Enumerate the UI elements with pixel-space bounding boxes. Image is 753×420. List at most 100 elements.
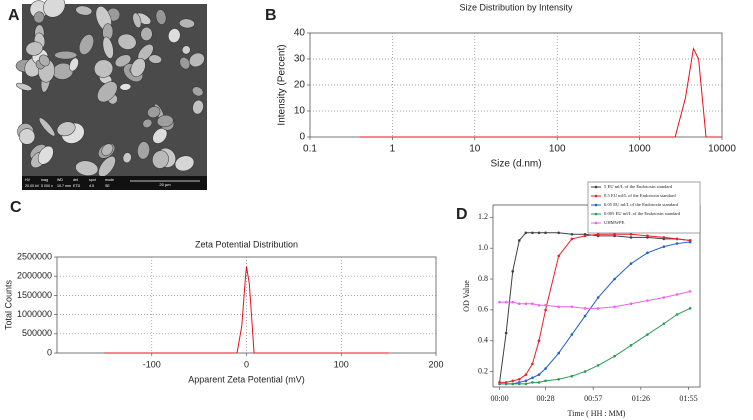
particle — [119, 83, 132, 91]
y-tick-label: 0.4 — [478, 336, 488, 345]
y-tick-label: 1.2 — [478, 212, 488, 221]
data-point — [570, 237, 574, 241]
data-point — [629, 262, 633, 265]
data-line — [499, 307, 691, 385]
y-tick-label: 20 — [294, 80, 306, 91]
data-point — [544, 308, 547, 312]
data-point — [629, 344, 633, 347]
data-point — [517, 239, 521, 242]
data-point — [629, 236, 633, 239]
legend-label: 0.05 EU ml/L of the Endotoxin standard — [604, 202, 679, 207]
x-tick-label: 00:57 — [584, 394, 602, 403]
info-header: mag — [41, 178, 48, 182]
info-value: ETD — [73, 184, 81, 188]
info-header: mode — [105, 178, 114, 182]
y-tick-label: 0 — [47, 347, 52, 357]
legend: 5 EU ml/L of the Endotoxin standard 0.5 E… — [587, 181, 701, 234]
particle — [168, 28, 181, 43]
legend-box — [587, 181, 701, 234]
data-point — [537, 231, 541, 235]
info-bar — [22, 176, 207, 190]
info-value: 10.7 mm — [57, 184, 71, 188]
x-tick-label: 1000 — [628, 144, 651, 155]
x-tick-label: 10 — [469, 144, 481, 155]
y-tick-label: 0.2 — [478, 366, 488, 375]
data-point — [646, 234, 649, 238]
data-point — [504, 331, 508, 335]
particle — [132, 12, 142, 28]
particle — [75, 160, 99, 176]
data-point — [504, 300, 508, 304]
y-tick-label: 0 — [299, 132, 305, 143]
legend-marker — [594, 203, 598, 207]
y-tick-label: 1000000 — [17, 309, 52, 319]
data-point — [511, 382, 515, 386]
x-tick-label: 10000 — [708, 144, 736, 155]
panel-label: A — [8, 7, 20, 24]
particle — [192, 99, 204, 115]
y-tick-label: 2000000 — [17, 271, 52, 281]
particle — [43, 0, 66, 18]
data-point — [517, 382, 521, 386]
data-point — [557, 305, 561, 309]
particle — [69, 57, 79, 72]
info-value: 5 000 x — [41, 184, 53, 188]
y-tick-label: 30 — [294, 54, 306, 65]
x-tick-label: 100 — [549, 144, 566, 155]
y-tick-label: 10 — [294, 106, 306, 117]
data-point — [544, 367, 547, 370]
data-point — [688, 240, 692, 244]
data-point — [675, 242, 679, 245]
x-axis-label: Time ( HH : MM) — [568, 409, 626, 418]
x-tick-label: 01:55 — [679, 394, 697, 403]
data-point — [613, 277, 616, 281]
info-header: HV — [25, 178, 31, 182]
particle — [156, 114, 174, 128]
legend-marker — [594, 185, 598, 189]
data-point — [570, 233, 574, 236]
data-point — [557, 254, 561, 258]
y-tick-label: 500000 — [22, 328, 52, 338]
data-point — [531, 231, 534, 235]
particle — [18, 128, 36, 145]
particle — [155, 9, 167, 25]
data-point — [511, 300, 515, 304]
x-tick-label: 100 — [334, 359, 349, 369]
data-point — [537, 339, 541, 343]
data-point — [557, 351, 561, 355]
data-point — [675, 293, 679, 296]
data-point — [629, 233, 633, 236]
data-line — [359, 46, 722, 138]
data-point — [557, 377, 561, 381]
data-point — [524, 302, 528, 306]
data-point — [498, 382, 501, 386]
y-axis-label: Intensity (Percent) — [277, 44, 288, 125]
scale-bar: 20 µm — [159, 182, 171, 187]
panel: B Size Distribution by Intensity 0 10 20 30 40… — [265, 2, 736, 169]
data-point — [646, 299, 649, 302]
particle — [140, 27, 153, 41]
particle — [179, 56, 191, 70]
particle — [93, 59, 114, 78]
data-point — [537, 381, 541, 384]
data-point — [596, 364, 600, 367]
data-point — [629, 302, 633, 306]
data-point — [596, 307, 600, 310]
x-tick-label: 01:26 — [632, 394, 650, 403]
data-point — [596, 296, 600, 299]
particle — [174, 155, 195, 172]
data-point — [544, 379, 547, 383]
data-point — [498, 300, 501, 304]
particle — [142, 118, 153, 128]
data-point — [524, 382, 528, 386]
legend-marker — [594, 194, 598, 198]
data-point — [557, 231, 561, 235]
data-point — [613, 354, 616, 358]
particle — [54, 50, 78, 60]
legend-label: 0.5 EU ml/L of the Endotoxin standard — [604, 193, 676, 198]
particle — [25, 41, 43, 56]
info-value: 20.00 kV — [25, 184, 40, 188]
info-value: SE — [105, 184, 110, 188]
particle — [56, 121, 76, 137]
